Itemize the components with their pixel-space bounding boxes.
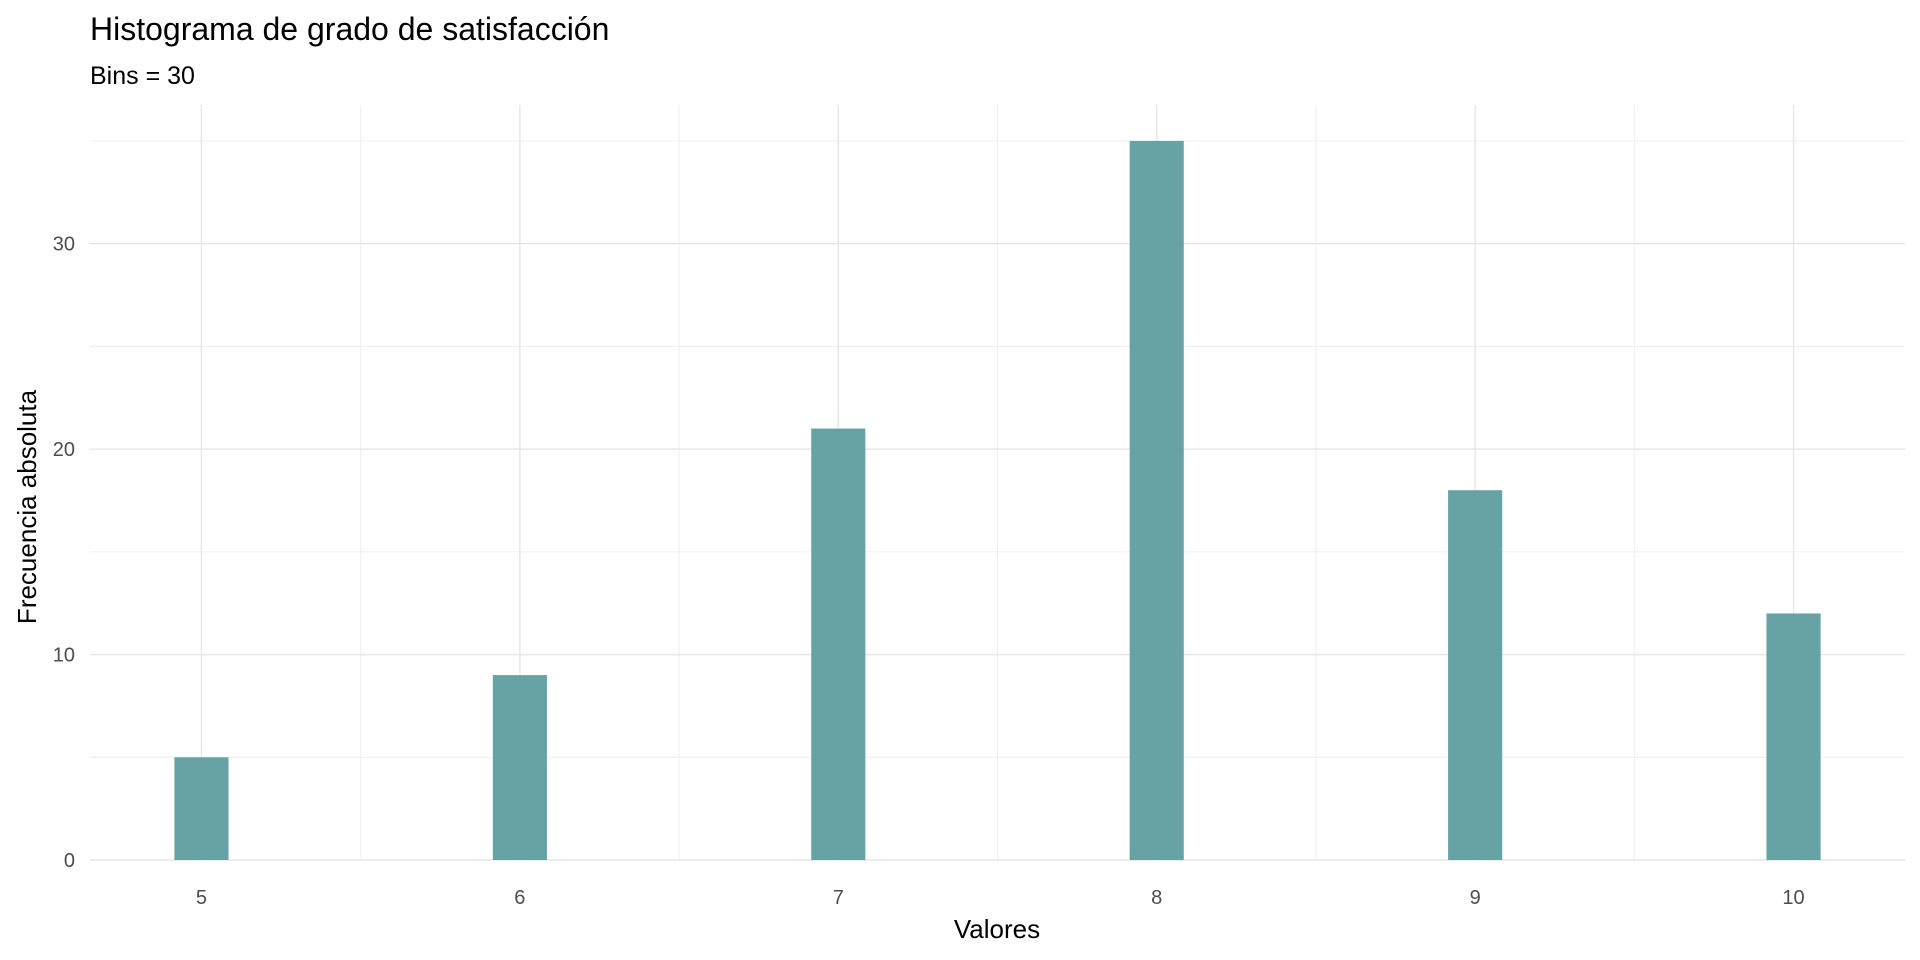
x-tick-label: 10: [1782, 887, 1804, 909]
x-tick-label: 8: [1151, 887, 1162, 909]
chart-title: Histograma de grado de satisfacción: [90, 11, 609, 47]
y-tick-label: 20: [53, 439, 75, 461]
histogram-bar: [1129, 140, 1184, 860]
y-tick-label: 0: [64, 850, 75, 872]
histogram-bar: [174, 757, 229, 860]
histogram-bar: [492, 675, 547, 860]
x-axis-title: Valores: [954, 914, 1040, 944]
chart-subtitle: Bins = 30: [90, 62, 195, 90]
y-axis-ticks: 0 10 20 30: [53, 234, 75, 872]
x-tick-label: 6: [514, 887, 525, 909]
histogram-bar: [811, 428, 866, 860]
x-tick-label: 5: [196, 887, 207, 909]
y-tick-label: 10: [53, 645, 75, 667]
x-tick-label: 9: [1470, 887, 1481, 909]
x-tick-label: 7: [833, 887, 844, 909]
x-axis-ticks: 5 6 7 8 9 10: [196, 887, 1805, 909]
histogram-bar: [1766, 613, 1821, 860]
y-tick-label: 30: [53, 234, 75, 256]
grid-lines: [90, 105, 1905, 861]
bars: [174, 140, 1821, 860]
y-axis-title: Frecuencia absoluta: [12, 389, 42, 624]
histogram-bar: [1448, 490, 1503, 860]
